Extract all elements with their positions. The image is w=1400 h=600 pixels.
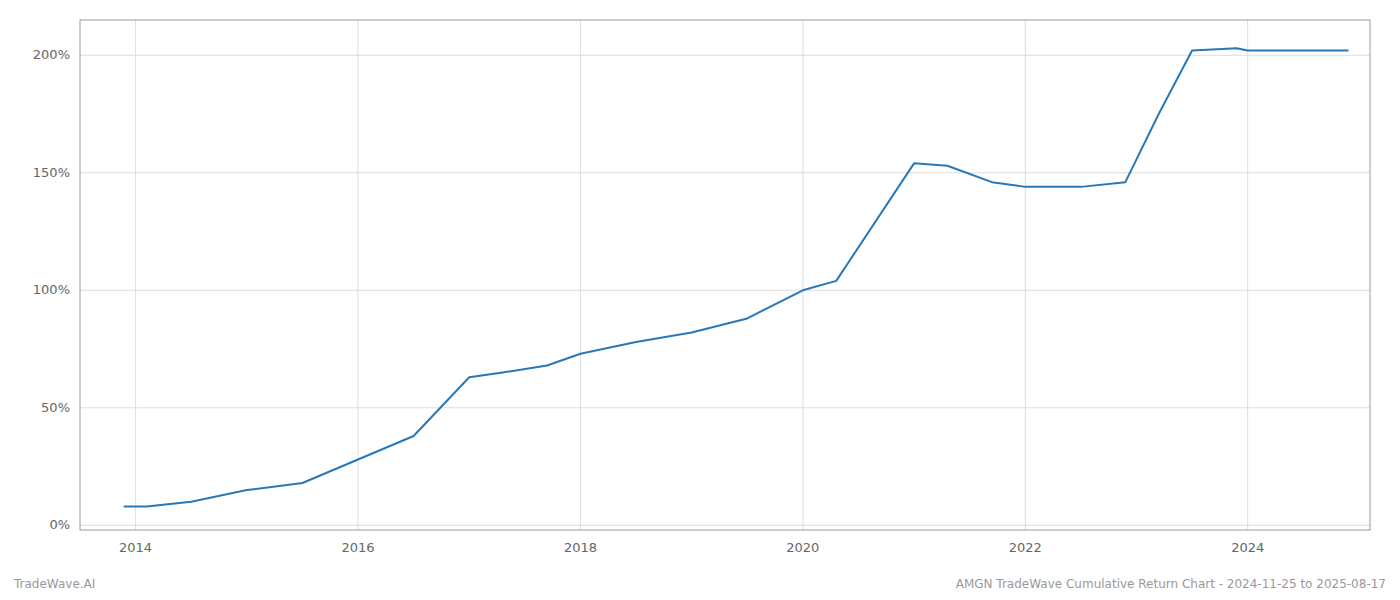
x-tick-label: 2018: [564, 540, 597, 555]
x-grid-line: [580, 20, 581, 530]
x-tick-label: 2024: [1231, 540, 1264, 555]
y-tick-label: 50%: [41, 400, 70, 415]
background: [0, 0, 1400, 600]
plot-frame: [80, 20, 1370, 530]
chart: 0% 50% 100% 150% 200% 2014 2016 2018 2020 2022 202…: [0, 0, 1400, 600]
line: [124, 48, 1347, 506]
y-tick-label: 200%: [33, 47, 70, 62]
x-tick-label: 2020: [786, 540, 819, 555]
watermark: TradeWave.AI: [13, 577, 95, 591]
x-tick-label: 2022: [1009, 540, 1042, 555]
y-grid-line: [80, 407, 1370, 408]
series: [124, 48, 1347, 506]
x-grid-line: [802, 20, 803, 530]
y-grid-line: [80, 525, 1370, 526]
x-tick-label: 2016: [341, 540, 374, 555]
y-tick-label: 0%: [49, 517, 70, 532]
grid: [80, 20, 1370, 530]
y-grid-line: [80, 55, 1370, 56]
x-grid-line: [1247, 20, 1248, 530]
x-grid-line: [1025, 20, 1026, 530]
x-grid-line: [135, 20, 136, 530]
y-grid-line: [80, 172, 1370, 173]
y-grid-line: [80, 290, 1370, 291]
x-grid-line: [358, 20, 359, 530]
title: AMGN TradeWave Cumulative Return Chart -…: [956, 577, 1386, 591]
y-tick-label: 100%: [33, 282, 70, 297]
y-tick-label: 150%: [33, 165, 70, 180]
x-tick-label: 2014: [119, 540, 152, 555]
